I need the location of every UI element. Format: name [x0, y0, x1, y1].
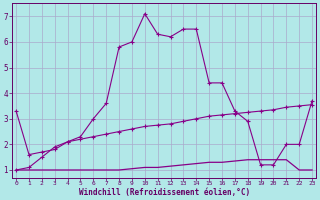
X-axis label: Windchill (Refroidissement éolien,°C): Windchill (Refroidissement éolien,°C) [78, 188, 250, 197]
